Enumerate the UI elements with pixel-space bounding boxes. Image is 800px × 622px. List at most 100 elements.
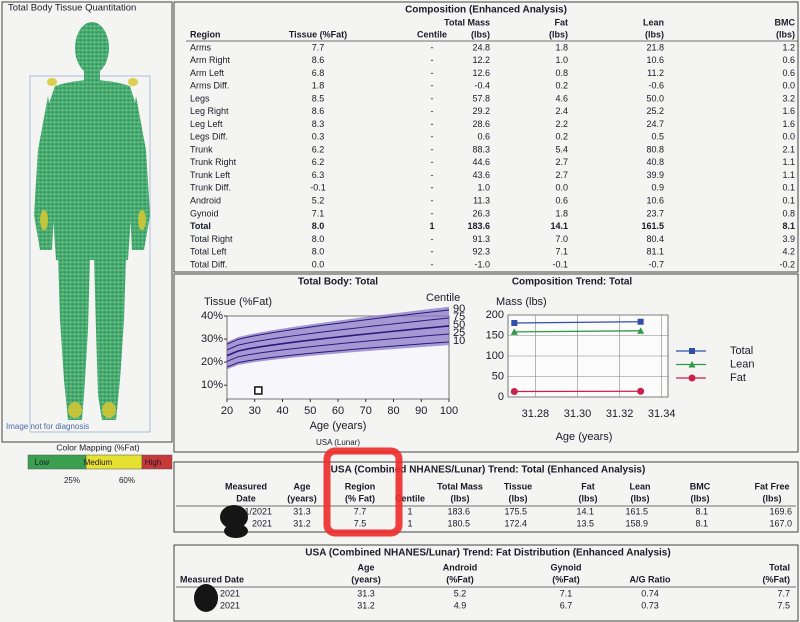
- centile-curve: [226, 341, 450, 368]
- column-header: (lbs): [691, 493, 710, 503]
- cell: -: [431, 81, 434, 91]
- x-axis-title: Age (years): [556, 431, 613, 443]
- cell: 8.5: [312, 93, 325, 103]
- y-axis-title: Tissue (%Fat): [204, 296, 272, 308]
- cell: 8.6: [312, 106, 325, 116]
- cell: 1.0: [477, 183, 490, 193]
- cell: -: [431, 157, 434, 167]
- body-scan: [34, 22, 150, 420]
- point: [637, 387, 645, 395]
- cell: 183.6: [447, 506, 470, 516]
- column-header: BMC: [775, 17, 796, 27]
- cell: 14.1: [550, 221, 568, 231]
- column-header: (lbs): [631, 493, 650, 503]
- cell: 91.3: [472, 234, 490, 244]
- cell: 57.8: [472, 93, 490, 103]
- column-header: Tissue: [504, 481, 532, 491]
- row-label: /21/2021: [237, 506, 272, 516]
- column-header: Date: [236, 493, 256, 503]
- cell: -0.2: [779, 259, 795, 269]
- redaction: [220, 505, 248, 529]
- cell: 0.0: [555, 183, 568, 193]
- cell: 4.6: [555, 93, 568, 103]
- level-label: Medium: [84, 458, 113, 467]
- legend-marker: [688, 361, 696, 368]
- x-tick-label: 50: [304, 405, 316, 417]
- column-header: Fat: [555, 17, 569, 27]
- cell: -0.7: [648, 259, 664, 269]
- chart-frame: [173, 273, 799, 453]
- cell: 5.2: [312, 195, 325, 205]
- legend-label: Total: [730, 345, 753, 357]
- cell: 11.3: [473, 195, 490, 205]
- row-label: Legs: [190, 93, 210, 103]
- cell: 39.9: [646, 170, 664, 180]
- cell: 1.2: [782, 42, 795, 52]
- cell: -: [431, 234, 434, 244]
- legend-label: Fat: [730, 372, 746, 384]
- cell: 0.6: [477, 132, 490, 142]
- cell: 175.5: [504, 506, 527, 516]
- row-label: Arms: [190, 42, 211, 52]
- cell: 31.2: [357, 600, 375, 610]
- cell: 4.2: [782, 247, 795, 257]
- x-tick-label: 31.28: [522, 408, 550, 420]
- panel-title: Total Body Tissue Quantitation: [8, 3, 136, 14]
- column-header: (%Fat): [446, 574, 474, 584]
- centile-curve: [226, 325, 450, 357]
- redaction: [194, 584, 218, 612]
- threshold-label: 25%: [64, 476, 80, 485]
- column-header: Region: [345, 481, 376, 491]
- cell: -: [431, 208, 434, 218]
- cell: 161.5: [625, 506, 648, 516]
- cell: 23.7: [646, 208, 664, 218]
- row-label: Arm Left: [190, 68, 225, 78]
- column-header: Total Mass: [444, 17, 490, 27]
- point: [511, 319, 518, 326]
- row-label: Leg Left: [190, 119, 223, 129]
- cell: 8.1: [782, 221, 795, 231]
- row-label: 2021: [220, 588, 240, 598]
- x-tick-label: 30: [249, 405, 261, 417]
- cell: 81.1: [646, 247, 664, 257]
- cell: 0.3: [312, 132, 325, 142]
- column-header: (lbs): [776, 29, 795, 39]
- row-label: Total Diff.: [190, 259, 227, 269]
- column-header: Gynoid: [551, 562, 582, 572]
- row-label: Gynoid: [190, 208, 219, 218]
- y-tick-label: 20%: [201, 356, 223, 368]
- cell: 6.8: [312, 68, 325, 78]
- cell: 6.3: [312, 170, 325, 180]
- column-header: (%Fat): [552, 574, 580, 584]
- series-line: [514, 330, 641, 333]
- x-tick-label: 70: [360, 405, 372, 417]
- cell: 0.0: [782, 132, 795, 142]
- cell: 0.2: [555, 132, 568, 142]
- color-map-title: Color Mapping (%Fat): [56, 442, 139, 452]
- cell: 80.4: [646, 234, 664, 244]
- cell: 2.1: [782, 144, 795, 154]
- x-axis-title: Age (years): [310, 420, 367, 432]
- cell: 7.7: [777, 588, 790, 598]
- cell: 0.2: [555, 81, 568, 91]
- cell: 0.6: [782, 55, 795, 65]
- cell: 1.6: [782, 106, 795, 116]
- column-header: (lbs): [509, 493, 528, 503]
- point: [510, 328, 518, 335]
- threshold-label: 60%: [119, 476, 135, 485]
- row-label: Android: [190, 195, 221, 205]
- cell: 43.6: [472, 170, 490, 180]
- row-label: Total Left: [190, 247, 227, 257]
- cell: 0.74: [641, 588, 659, 598]
- y-tick-label: 10%: [201, 379, 223, 391]
- cell: -0.6: [648, 81, 664, 91]
- cell: -: [431, 195, 434, 205]
- centile-title: Centile: [426, 292, 460, 304]
- cell: 7.5: [354, 518, 367, 528]
- cell: -: [431, 132, 434, 142]
- cell: 7.5: [777, 600, 790, 610]
- point: [637, 327, 645, 334]
- cell: 10.6: [646, 195, 664, 205]
- cell: 44.6: [472, 157, 490, 167]
